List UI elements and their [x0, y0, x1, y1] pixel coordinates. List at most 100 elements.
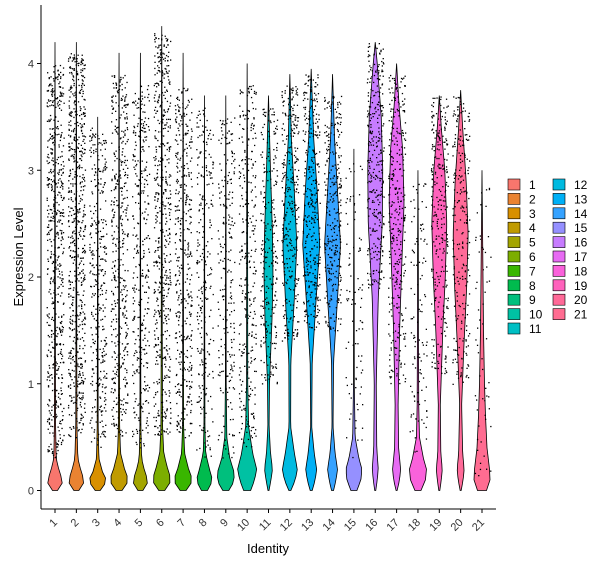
jitter-point: [267, 301, 269, 303]
jitter-point: [317, 321, 319, 323]
jitter-point: [104, 271, 106, 273]
jitter-point: [307, 118, 310, 120]
jitter-point: [145, 131, 147, 133]
jitter-point: [101, 293, 104, 295]
jitter-point: [289, 114, 291, 116]
jitter-point: [69, 255, 71, 257]
jitter-point: [166, 323, 168, 325]
jitter-point: [228, 171, 230, 174]
jitter-point: [245, 114, 247, 117]
jitter-point: [265, 337, 267, 339]
jitter-point: [264, 307, 266, 309]
jitter-point: [201, 408, 203, 410]
jitter-point: [57, 333, 59, 335]
jitter-point: [101, 258, 103, 260]
jitter-point: [304, 175, 306, 177]
jitter-point: [205, 393, 207, 395]
jitter-point: [69, 115, 72, 117]
jitter-point: [202, 226, 204, 228]
jitter-point: [297, 184, 299, 186]
jitter-point: [304, 168, 307, 170]
jitter-point: [191, 364, 193, 367]
jitter-point: [210, 285, 212, 287]
jitter-point: [219, 204, 222, 206]
jitter-point: [282, 178, 284, 180]
jitter-point: [71, 329, 73, 332]
jitter-point: [79, 175, 81, 178]
jitter-point: [249, 315, 251, 317]
jitter-point: [81, 222, 83, 224]
jitter-point: [61, 315, 63, 317]
jitter-point: [162, 58, 165, 60]
jitter-point: [315, 134, 317, 136]
jitter-point: [83, 340, 85, 342]
jitter-point: [167, 59, 169, 62]
jitter-point: [164, 208, 166, 210]
jitter-point: [265, 227, 267, 229]
jitter-point: [282, 227, 284, 230]
jitter-point: [50, 351, 52, 353]
jitter-point: [154, 196, 156, 198]
jitter-point: [187, 243, 189, 245]
jitter-point: [137, 160, 139, 162]
jitter-point: [76, 175, 78, 177]
jitter-point: [187, 242, 190, 244]
jitter-point: [75, 190, 78, 193]
jitter-point: [75, 100, 77, 102]
jitter-point: [71, 323, 73, 325]
jitter-point: [309, 171, 311, 173]
jitter-point: [141, 275, 143, 277]
jitter-point: [178, 106, 180, 108]
jitter-point: [156, 101, 159, 103]
jitter-point: [312, 130, 315, 132]
jitter-point: [84, 378, 86, 380]
jitter-point: [117, 344, 119, 346]
jitter-point: [211, 203, 213, 205]
jitter-point: [176, 402, 178, 405]
jitter-point: [309, 107, 312, 109]
jitter-point: [270, 342, 272, 344]
jitter-point: [315, 293, 317, 295]
jitter-point: [80, 392, 82, 394]
jitter-point: [187, 195, 189, 198]
jitter-point: [309, 251, 311, 253]
jitter-point: [57, 76, 59, 78]
jitter-point: [285, 138, 288, 140]
jitter-point: [137, 185, 139, 188]
jitter-point: [103, 400, 106, 402]
jitter-point: [54, 126, 56, 128]
jitter-point: [144, 136, 146, 138]
jitter-point: [239, 397, 241, 400]
jitter-point: [308, 75, 310, 77]
points-12: [281, 85, 300, 342]
jitter-point: [72, 299, 74, 301]
jitter-point: [276, 170, 278, 172]
jitter-point: [293, 255, 295, 257]
jitter-point: [164, 260, 166, 262]
jitter-point: [180, 302, 182, 304]
jitter-point: [80, 406, 82, 408]
jitter-point: [75, 288, 77, 290]
jitter-point: [133, 371, 135, 373]
jitter-point: [168, 158, 170, 160]
jitter-point: [58, 221, 61, 223]
jitter-point: [281, 240, 283, 242]
jitter-point: [70, 207, 72, 209]
jitter-point: [260, 323, 262, 326]
jitter-point: [229, 191, 231, 193]
jitter-point: [318, 183, 320, 185]
jitter-point: [68, 352, 70, 354]
jitter-point: [201, 361, 203, 363]
jitter-point: [73, 336, 75, 339]
jitter-point: [133, 248, 136, 250]
jitter-point: [208, 171, 210, 173]
jitter-point: [100, 142, 102, 144]
jitter-point: [96, 174, 99, 176]
jitter-point: [102, 171, 104, 173]
jitter-point: [290, 208, 293, 211]
jitter-point: [207, 430, 209, 432]
jitter-point: [111, 179, 113, 182]
jitter-point: [154, 434, 156, 436]
jitter-point: [68, 113, 70, 115]
jitter-point: [72, 289, 75, 291]
